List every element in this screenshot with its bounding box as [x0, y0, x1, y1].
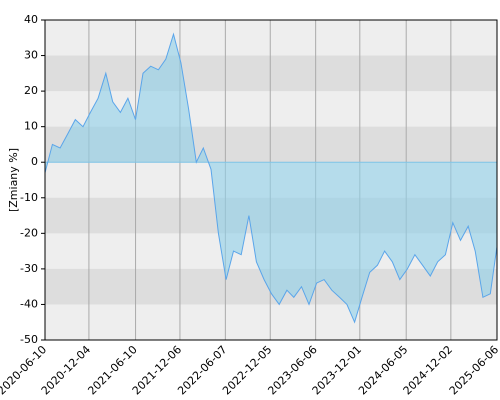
area	[45, 34, 497, 323]
y-tick-label: -30	[20, 262, 38, 275]
y-tick-label: 0	[31, 155, 38, 168]
y-axis-label: [Zmiany %]	[7, 148, 20, 212]
grid-band	[45, 55, 497, 92]
y-tick-label: 10	[24, 120, 38, 133]
x-tick-label: 2025-06-06	[447, 343, 500, 397]
y-tick-label: -20	[20, 226, 38, 239]
line	[44, 32, 498, 324]
y-tick-label: -50	[20, 333, 38, 346]
y-tick-label: -10	[20, 191, 38, 204]
plot-frame	[44, 19, 498, 341]
y-tick-label: 40	[24, 13, 38, 26]
y-tick-label: 20	[24, 84, 38, 97]
y-tick-label: -40	[20, 297, 38, 310]
y-tick-label: 30	[24, 49, 38, 62]
